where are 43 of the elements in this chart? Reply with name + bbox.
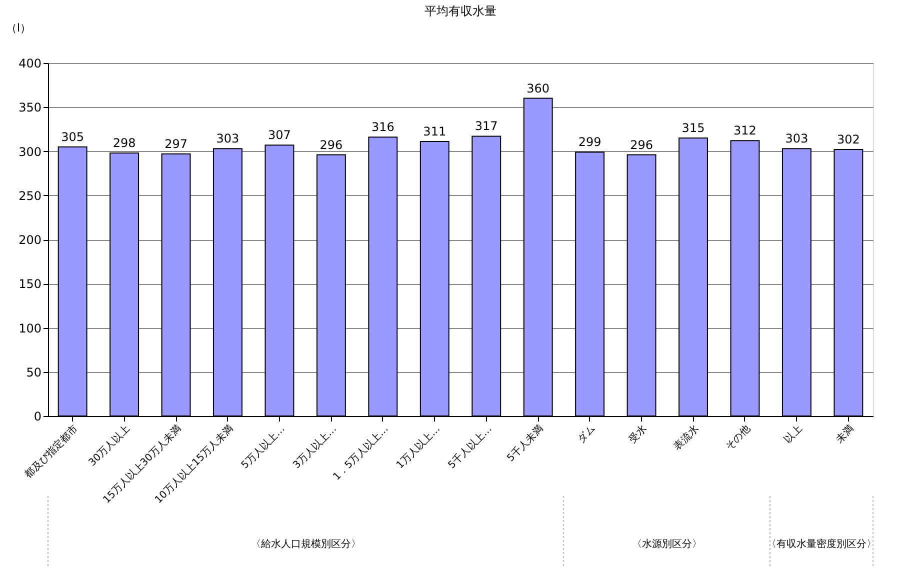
text: 〈給水人口規模別区分〉 (250, 538, 361, 550)
data-label: 303 (785, 132, 808, 146)
y-tick-label: 100 (18, 321, 42, 336)
x-tick-label: 表流水 (671, 422, 702, 452)
x-tick-label: 以上 (782, 422, 804, 446)
y-tick-label: 350 (18, 100, 42, 115)
x-tick-label: 都及び指定都市 (22, 422, 80, 481)
x-tick-label: 3万人以上… (290, 422, 339, 472)
data-label: 297 (164, 136, 188, 151)
x-tick-label: ダム (574, 422, 598, 446)
data-label: 298 (112, 136, 136, 150)
data-label: 303 (216, 132, 240, 146)
y-tick-label: 400 (18, 56, 42, 70)
y-axis-title: （l） (6, 22, 32, 34)
data-label: 307 (268, 128, 291, 142)
data-label: 299 (578, 135, 602, 150)
x-tick-label: 受水 (626, 422, 650, 446)
x-tick-label: 未満 (834, 422, 856, 446)
y-tick-label: 50 (26, 365, 42, 380)
data-label: 302 (836, 132, 860, 146)
chart-title: 平均有収水量 (424, 4, 496, 18)
data-label: 305 (61, 130, 84, 144)
x-tick-label: 1万人以上… (394, 422, 442, 472)
y-tick-label: 200 (18, 233, 42, 247)
data-label: 312 (734, 124, 756, 138)
text: 〈有収水量密度別区分〉 (766, 538, 876, 550)
data-label: 315 (682, 121, 705, 136)
x-tick-label: 30万人以上 (86, 422, 132, 469)
data-label: 317 (474, 119, 498, 134)
y-tick-label: 300 (18, 144, 42, 159)
data-label: 296 (630, 138, 653, 152)
data-label: 311 (423, 124, 446, 139)
y-tick-label: 250 (18, 188, 42, 203)
data-label: 316 (371, 120, 394, 134)
x-tick-label: その他 (723, 422, 753, 452)
text: 〈水源別区分〉 (632, 538, 702, 550)
y-tick-label: 150 (18, 277, 42, 292)
data-label: 360 (526, 81, 550, 96)
x-tick-label: 5千人以上… (446, 422, 494, 472)
x-tick-label: 5万人以上… (238, 422, 288, 472)
y-tick-label: 0 (34, 410, 42, 424)
x-tick-label: 5千人未満 (504, 422, 546, 464)
data-label: 296 (320, 138, 343, 152)
